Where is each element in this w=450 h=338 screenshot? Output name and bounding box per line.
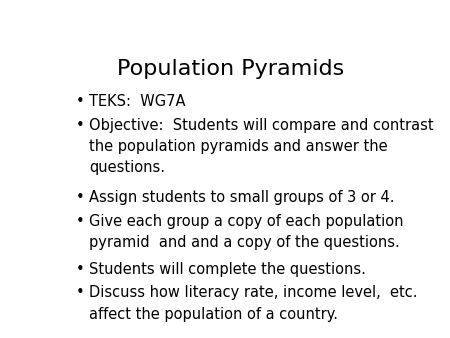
Text: affect the population of a country.: affect the population of a country. bbox=[90, 307, 338, 321]
Text: Students will complete the questions.: Students will complete the questions. bbox=[90, 262, 366, 276]
Text: TEKS:  WG7A: TEKS: WG7A bbox=[90, 94, 186, 109]
Text: the population pyramids and answer the: the population pyramids and answer the bbox=[90, 139, 388, 154]
Text: •: • bbox=[76, 262, 84, 276]
Text: pyramid  and and a copy of the questions.: pyramid and and a copy of the questions. bbox=[90, 235, 400, 250]
Text: •: • bbox=[76, 214, 84, 228]
Text: •: • bbox=[76, 94, 84, 109]
Text: •: • bbox=[76, 118, 84, 133]
Text: •: • bbox=[76, 286, 84, 300]
Text: Assign students to small groups of 3 or 4.: Assign students to small groups of 3 or … bbox=[90, 190, 395, 205]
Text: Give each group a copy of each population: Give each group a copy of each populatio… bbox=[90, 214, 404, 228]
Text: Discuss how literacy rate, income level,  etc.: Discuss how literacy rate, income level,… bbox=[90, 286, 418, 300]
Text: questions.: questions. bbox=[90, 160, 166, 175]
Text: Population Pyramids: Population Pyramids bbox=[117, 59, 344, 79]
Text: •: • bbox=[76, 190, 84, 205]
Text: Objective:  Students will compare and contrast: Objective: Students will compare and con… bbox=[90, 118, 434, 133]
